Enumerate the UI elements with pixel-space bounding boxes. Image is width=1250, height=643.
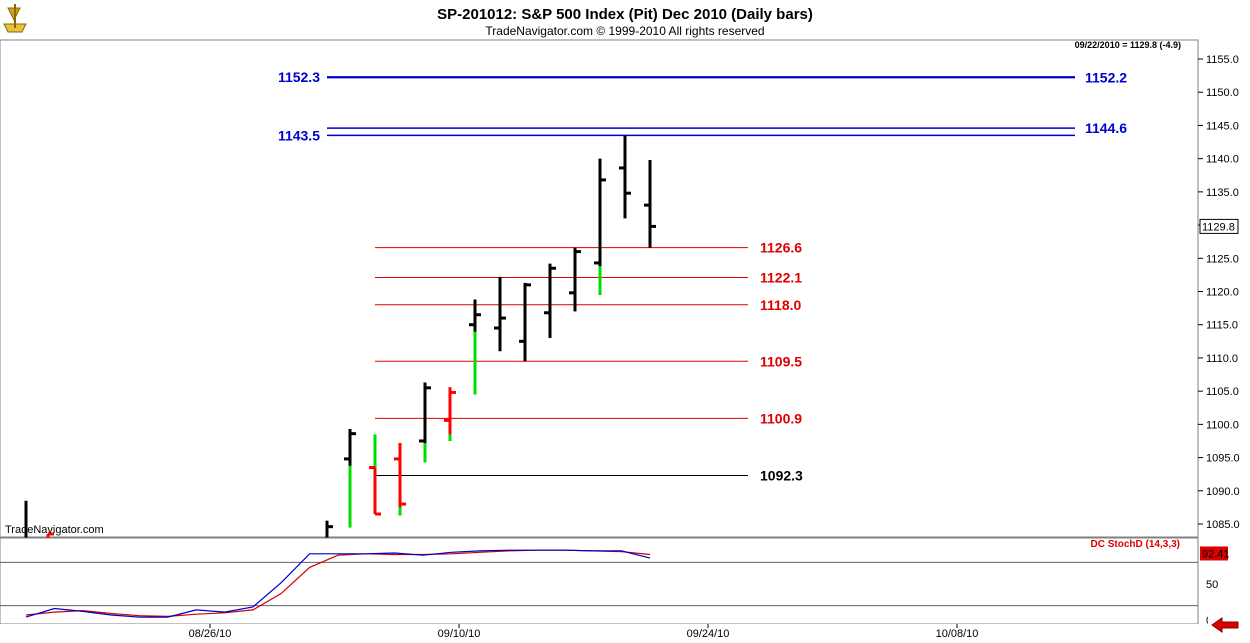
date-tick-label: 08/26/10 — [189, 628, 232, 640]
price-tick-label: 1105.0 — [1206, 386, 1239, 398]
price-bar — [644, 159, 656, 248]
level-label: 1122.1 — [760, 270, 802, 286]
last-price-tag — [1199, 218, 1239, 234]
level-label: 1152.2 — [1085, 70, 1127, 86]
indicator-tick-label: 50 — [1206, 579, 1218, 591]
price-bar — [569, 247, 581, 312]
price-tick-label: 1095.0 — [1206, 453, 1240, 465]
date-axis — [0, 624, 1198, 643]
price-tick-label: 1115.0 — [1206, 320, 1238, 332]
price-bar — [394, 442, 406, 516]
watermark: TradeNavigator.com — [5, 524, 104, 536]
price-tick-label: 1135.0 — [1206, 187, 1239, 199]
price-tick-label: 1145.0 — [1206, 120, 1239, 132]
price-tick-label: 1150.0 — [1206, 87, 1239, 99]
level-label: 1126.6 — [760, 240, 802, 256]
date-axis-labels: 08/26/10 09/10/10 09/24/10 10/08/10 — [189, 624, 979, 640]
chart-subtitle: TradeNavigator.com © 1999-2010 All right… — [485, 24, 764, 38]
level-label: 1143.5 — [278, 127, 320, 143]
last-price-tag-label: 1129.8 — [1202, 221, 1235, 233]
price-bar — [544, 263, 556, 338]
price-axis: 1085.0 1090.0 1095.0 1100.0 1105.0 1110.0 1115… — [1197, 40, 1240, 537]
price-bar — [444, 387, 456, 441]
price-bar — [494, 276, 506, 352]
last-price-readout: 09/22/2010 = 1129.8 (-4.9) — [1075, 40, 1181, 50]
date-tick-label: 09/10/10 — [438, 628, 481, 640]
date-tick-label: 09/24/10 — [687, 628, 730, 640]
indicator-reference-lines — [0, 561, 1198, 607]
level-lines: 1152.3 1152.2 1143.5 1144.6 1126.6 1122.1 1118… — [278, 69, 1127, 484]
level-label: 1118.0 — [760, 297, 801, 313]
price-bar — [469, 299, 481, 395]
price-tick-label: 1090.0 — [1206, 486, 1240, 498]
price-tick-label: 1125.0 — [1206, 253, 1239, 265]
level-label: 1152.3 — [278, 69, 320, 85]
level-label: 1100.9 — [760, 410, 802, 426]
price-bar — [344, 429, 356, 528]
date-tick-label: 10/08/10 — [936, 628, 979, 640]
scroll-left-arrow-icon[interactable] — [1208, 616, 1242, 634]
logo-icon — [3, 4, 27, 33]
price-tick-label: 1100.0 — [1206, 419, 1239, 431]
price-bar — [594, 158, 606, 295]
level-label: 1144.6 — [1085, 120, 1127, 136]
price-tick-label: 1120.0 — [1206, 287, 1239, 299]
price-bar — [419, 382, 431, 463]
price-bars — [24, 135, 656, 544]
chart-title: SP-201012: S&P 500 Index (Pit) Dec 2010 … — [437, 6, 813, 23]
price-tick-label: 1140.0 — [1206, 154, 1239, 166]
indicator-value-tag — [1200, 546, 1228, 561]
price-tick-label: 1110.0 — [1206, 353, 1238, 365]
indicator-name: DC StochD (14,3,3) — [1091, 539, 1180, 550]
price-bar — [619, 135, 631, 219]
indicator-lines — [25, 549, 651, 618]
indicator-value-label: 92.41 — [1202, 548, 1230, 560]
stoch-k-line — [25, 549, 651, 618]
indicator-axis: 05092.41 — [1200, 546, 1230, 627]
price-bar — [519, 282, 531, 362]
price-bar — [369, 434, 381, 516]
price-tick-label: 1085.0 — [1206, 519, 1240, 531]
title-band — [0, 0, 1250, 40]
level-label: 1109.5 — [760, 353, 802, 369]
price-tick-label: 1155.0 — [1206, 54, 1239, 66]
level-label: 1092.3 — [760, 468, 803, 484]
